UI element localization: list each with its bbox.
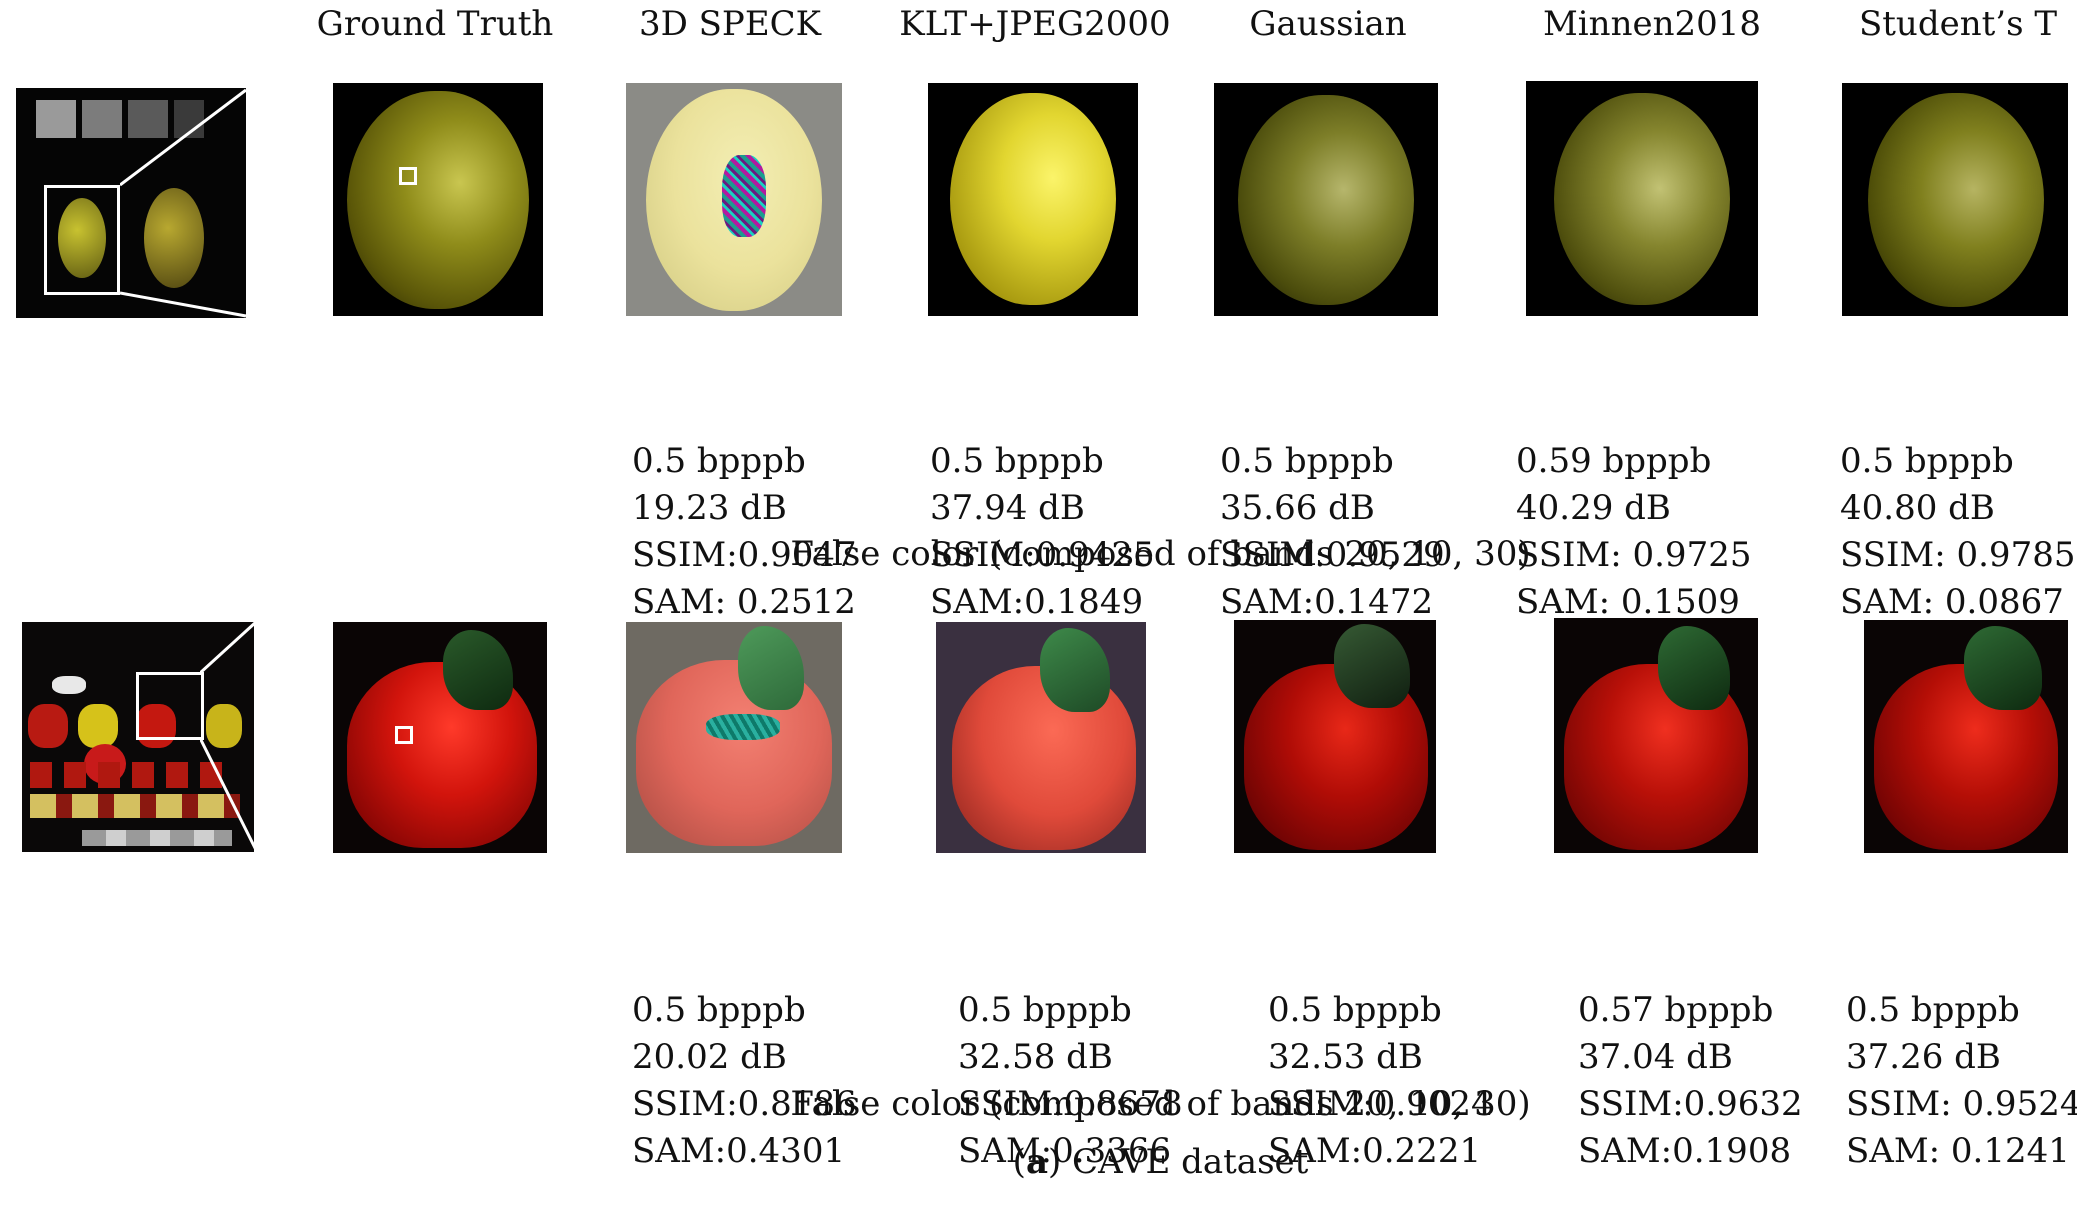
header-students-t: Student’s T <box>1858 4 2058 44</box>
pepper-students-t-image <box>1864 620 2068 853</box>
metrics-3d-speck-row1: 0.5 bpppb 19.23 dB SSIM:0.9047 SAM: 0.2512 <box>632 441 857 622</box>
figure-caption-text: CAVE dataset <box>1061 1142 1309 1182</box>
pepper-3d-speck-image <box>626 622 842 853</box>
pepper-klt-jpeg2000-image <box>936 622 1146 853</box>
metrics-minnen2018-row2: 0.57 bpppb 37.04 dB SSIM:0.9632 SAM:0.1908 <box>1578 990 1803 1171</box>
metrics-klt-jpeg2000-row1: 0.5 bpppb 37.94 dB SSIM:0.9425 SAM:0.1849 <box>930 441 1155 622</box>
lemon-minnen2018-image <box>1526 81 1758 316</box>
pepper-minnen2018-image <box>1554 618 1758 853</box>
caption-row2: False color (composed of bands 20, 10, 3… <box>790 1084 1531 1124</box>
lemon-3d-speck-image <box>626 83 842 316</box>
metrics-klt-jpeg2000-row2: 0.5 bpppb 32.58 dB SSIM:0.8678 SAM:0.3366 <box>958 990 1183 1171</box>
header-klt-jpeg2000: KLT+JPEG2000 <box>899 4 1171 44</box>
lemon-overview-image <box>16 88 246 318</box>
header-minnen2018: Minnen2018 <box>1542 4 1762 44</box>
metrics-gaussian-row2: 0.5 bpppb 32.53 dB SSIM:0.9024 SAM:0.2221 <box>1268 990 1493 1171</box>
lemon-ground-truth-image <box>333 83 543 316</box>
header-3d-speck: 3D SPECK <box>638 4 822 44</box>
lemon-students-t-image <box>1842 83 2068 316</box>
header-ground-truth: Ground Truth <box>316 4 554 44</box>
metrics-3d-speck-row2: 0.5 bpppb 20.02 dB SSIM:0.8186 SAM:0.4301 <box>632 990 857 1171</box>
pepper-gaussian-image <box>1234 620 1436 853</box>
metrics-students-t-row2: 0.5 bpppb 37.26 dB SSIM: 0.9524 SAM: 0.1241 <box>1846 990 2077 1171</box>
zoom-lines-pepper <box>200 620 258 851</box>
caption-row1: False color (composed of bands 20, 10, 3… <box>790 534 1531 574</box>
lemon-gaussian-image <box>1214 83 1438 316</box>
figure-label: a <box>1025 1142 1048 1182</box>
metrics-students-t-row1: 0.5 bpppb 40.80 dB SSIM: 0.9785 SAM: 0.0867 <box>1840 441 2076 622</box>
zoom-lines-lemon <box>120 88 247 318</box>
lemon-klt-jpeg2000-image <box>928 83 1138 316</box>
pepper-ground-truth-image <box>333 622 547 853</box>
figure-caption: (a) CAVE dataset <box>1012 1142 1309 1182</box>
metrics-gaussian-row1: 0.5 bpppb 35.66 dB SSIM:0.9529 SAM:0.1472 <box>1220 441 1445 622</box>
metrics-minnen2018-row1: 0.59 bpppb 40.29 dB SSIM: 0.9725 SAM: 0.150… <box>1516 441 1752 622</box>
header-gaussian: Gaussian <box>1249 4 1407 44</box>
